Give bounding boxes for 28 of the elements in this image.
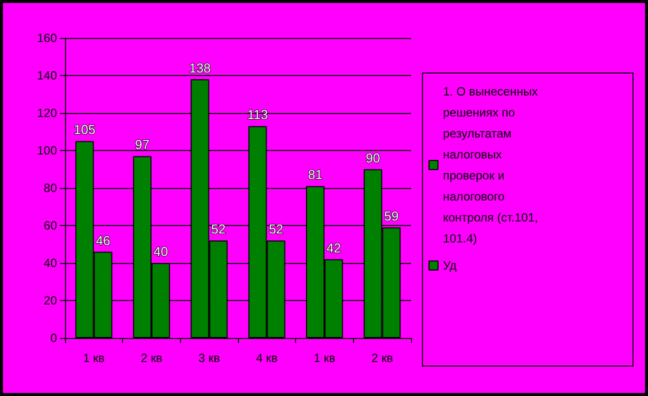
x-tick-label: 1 кв xyxy=(83,351,105,365)
data-label: 40 xyxy=(153,244,168,259)
y-tick-label: 160 xyxy=(36,31,58,45)
x-tick-label: 2 кв xyxy=(140,351,162,365)
y-tick-label: 20 xyxy=(44,294,58,308)
y-tick-label: 40 xyxy=(44,256,58,270)
data-label: 105 xyxy=(74,122,96,138)
x-tick-label: 2 кв xyxy=(371,351,393,365)
x-tick-label: 1 кв xyxy=(314,351,336,365)
y-tick-label: 80 xyxy=(44,181,58,195)
y-tick-label: 60 xyxy=(44,218,58,232)
legend-label: Уд xyxy=(443,258,457,272)
data-label: 52 xyxy=(268,222,284,236)
y-tick-label: 120 xyxy=(36,106,58,120)
data-label: 90 xyxy=(366,150,380,166)
legend-label: 1. О вынесенных решениях по результатам налоговых проверок и налогового контроля (ст.101, 101.4) xyxy=(443,84,542,246)
data-label: 97 xyxy=(135,137,150,152)
y-tick-label: 0 xyxy=(50,331,58,345)
data-label: 52 xyxy=(211,222,226,236)
data-label: 59 xyxy=(384,208,399,224)
y-tick-label: 100 xyxy=(36,144,58,158)
x-tick-label: 3 кв xyxy=(198,351,220,365)
x-tick-label: 4 кв xyxy=(256,351,278,365)
y-tick-label: 140 xyxy=(36,68,58,82)
data-label: 42 xyxy=(326,240,341,256)
data-label: 46 xyxy=(96,232,110,248)
data-label: 81 xyxy=(308,167,323,182)
data-label: 138 xyxy=(189,60,211,76)
